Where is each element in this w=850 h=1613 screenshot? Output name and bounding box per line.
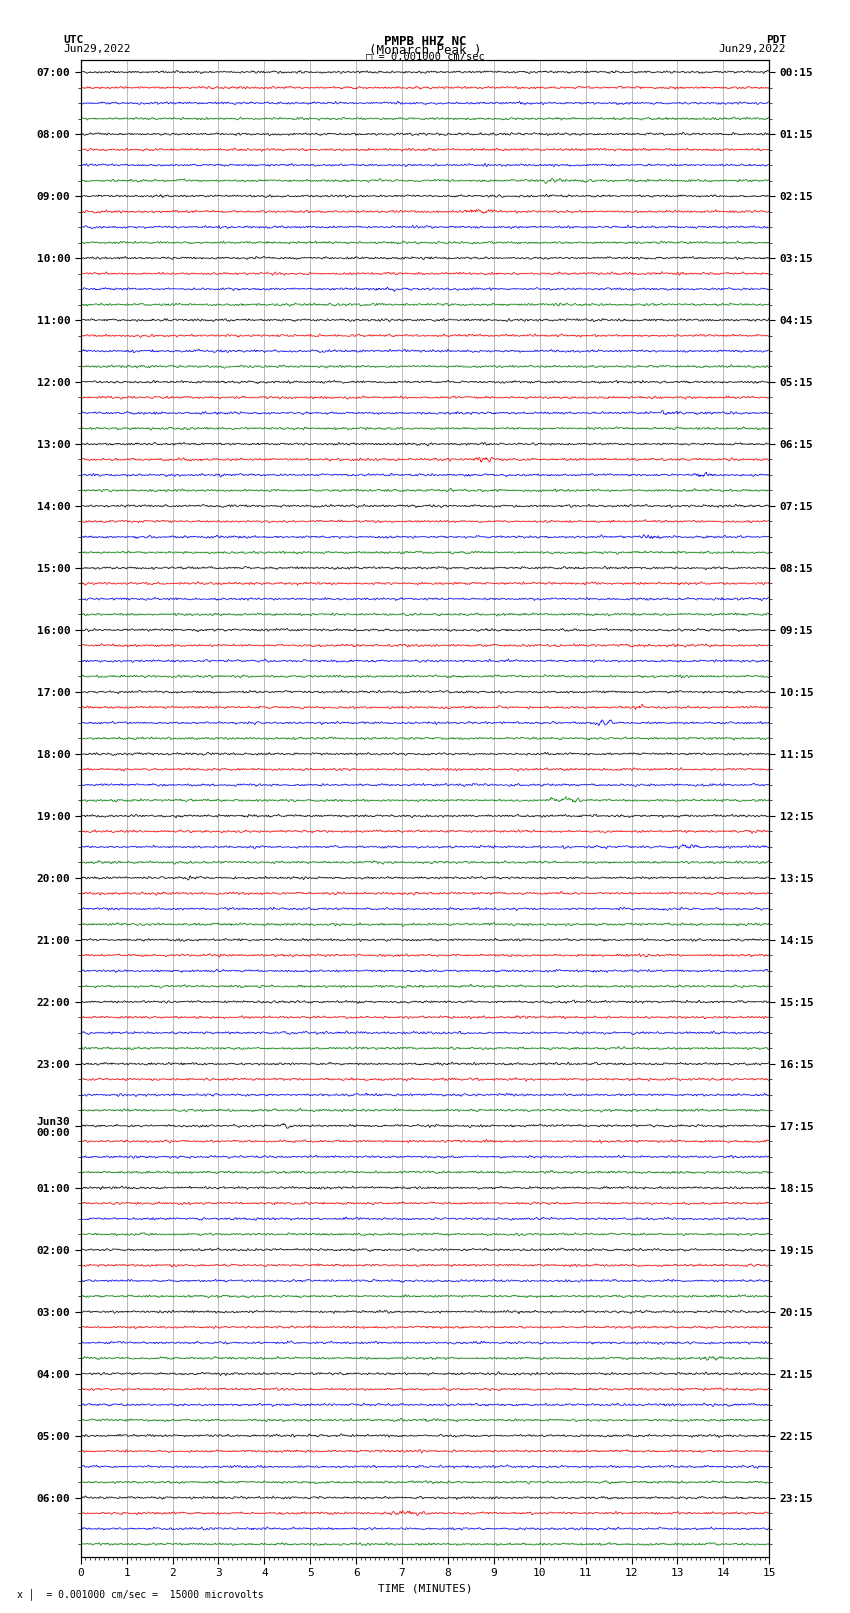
Text: x │  = 0.001000 cm/sec =  15000 microvolts: x │ = 0.001000 cm/sec = 15000 microvolts: [17, 1589, 264, 1600]
Text: UTC: UTC: [64, 35, 84, 45]
Text: PDT: PDT: [766, 35, 786, 45]
Text: (Monarch Peak ): (Monarch Peak ): [369, 44, 481, 56]
Text: Jun29,2022: Jun29,2022: [64, 44, 131, 53]
Text: PMPB HHZ NC: PMPB HHZ NC: [383, 35, 467, 48]
Text: □ = 0.001000 cm/sec: □ = 0.001000 cm/sec: [366, 52, 484, 61]
Text: Jun29,2022: Jun29,2022: [719, 44, 786, 53]
X-axis label: TIME (MINUTES): TIME (MINUTES): [377, 1584, 473, 1594]
